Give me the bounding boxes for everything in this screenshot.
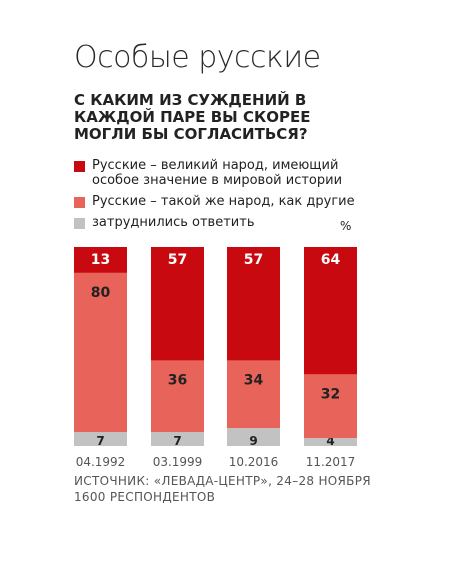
x-tick-label-03.1999: 03.1999 [153, 455, 203, 469]
chart-question: С КАКИМ ИЗ СУЖДЕНИЙ В КАЖДОЙ ПАРЕ ВЫ СКО… [74, 91, 311, 143]
data-label-same-04.1992: 80 [91, 285, 111, 301]
bar-segment-same-04.1992 [74, 272, 127, 433]
source-note: ИСТОЧНИК: «ЛЕВАДА-ЦЕНТР», 24–28 НОЯБРЯ 1… [74, 474, 371, 504]
x-tick-label-10.2016: 10.2016 [229, 455, 279, 469]
bar-segment-same-11.2017 [304, 374, 357, 439]
data-label-hard-10.2016: 9 [249, 434, 257, 448]
bar-segment-hard-10.2016 [227, 428, 280, 446]
legend-swatch-great [74, 161, 85, 172]
legend-item-same: Русские – такой же народ, как другие [74, 194, 374, 209]
bar-segment-great-03.1999 [151, 247, 204, 361]
legend-swatch-hard [74, 218, 85, 229]
data-label-hard-11.2017: 4 [326, 434, 334, 448]
data-label-same-03.1999: 36 [168, 372, 187, 388]
legend-label-hard: затруднились ответить [92, 215, 255, 230]
bar-segment-hard-04.1992 [74, 432, 127, 446]
bar-segment-great-10.2016 [227, 247, 280, 361]
legend-swatch-same [74, 197, 85, 208]
data-label-hard-04.1992: 7 [96, 434, 104, 448]
bar-segment-great-04.1992 [74, 247, 127, 273]
x-tick-label-11.2017: 11.2017 [306, 455, 356, 469]
unit-label: % [340, 219, 352, 233]
legend-item-great: Русские – великий народ, имеющий особое … [74, 158, 374, 188]
data-label-great-03.1999: 57 [168, 252, 187, 268]
legend-label-same: Русские – такой же народ, как другие [92, 194, 355, 209]
legend-item-hard: затруднились ответить [74, 215, 374, 230]
legend-label-great: Русские – великий народ, имеющий особое … [92, 158, 343, 188]
chart-title: Особые русские [74, 40, 321, 75]
x-tick-label-04.1992: 04.1992 [76, 455, 126, 469]
data-label-great-11.2017: 64 [321, 252, 341, 268]
bar-segment-great-11.2017 [304, 247, 357, 375]
data-label-same-11.2017: 32 [321, 386, 340, 402]
data-label-same-10.2016: 34 [244, 372, 264, 388]
bar-segment-hard-03.1999 [151, 432, 204, 446]
bar-segment-hard-11.2017 [304, 438, 357, 446]
data-label-great-04.1992: 13 [91, 252, 110, 268]
bar-segment-same-10.2016 [227, 360, 280, 429]
bar-segment-same-03.1999 [151, 360, 204, 433]
data-label-great-10.2016: 57 [244, 252, 263, 268]
data-label-hard-03.1999: 7 [173, 434, 181, 448]
legend: Русские – великий народ, имеющий особое … [74, 158, 374, 236]
